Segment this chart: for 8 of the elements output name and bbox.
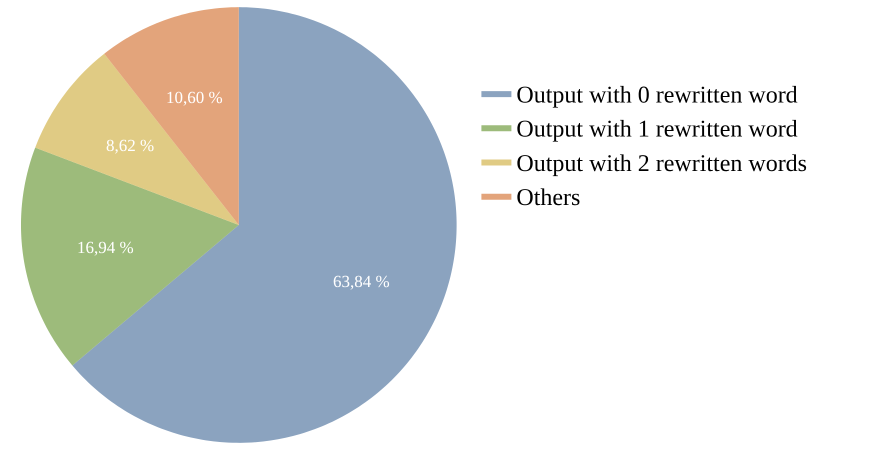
legend-label: Output with 1 rewritten word <box>516 116 798 143</box>
data-label: 63,84 % <box>333 272 390 291</box>
data-label: 10,60 % <box>166 88 223 107</box>
data-label: 16,94 % <box>77 238 134 257</box>
legend-label: Output with 2 rewritten words <box>516 150 808 177</box>
legend-label: Others <box>516 185 580 212</box>
data-label: 8,62 % <box>106 136 154 155</box>
legend-label: Output with 0 rewritten word <box>516 82 798 108</box>
